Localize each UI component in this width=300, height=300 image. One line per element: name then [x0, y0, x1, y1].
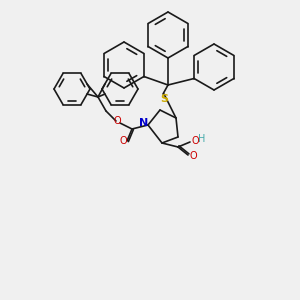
Text: S: S — [160, 94, 168, 104]
Text: O: O — [114, 116, 122, 126]
Text: N: N — [140, 118, 148, 128]
Text: O: O — [190, 151, 198, 161]
Text: O: O — [192, 136, 200, 146]
Text: O: O — [120, 136, 127, 146]
Text: H: H — [198, 134, 206, 144]
